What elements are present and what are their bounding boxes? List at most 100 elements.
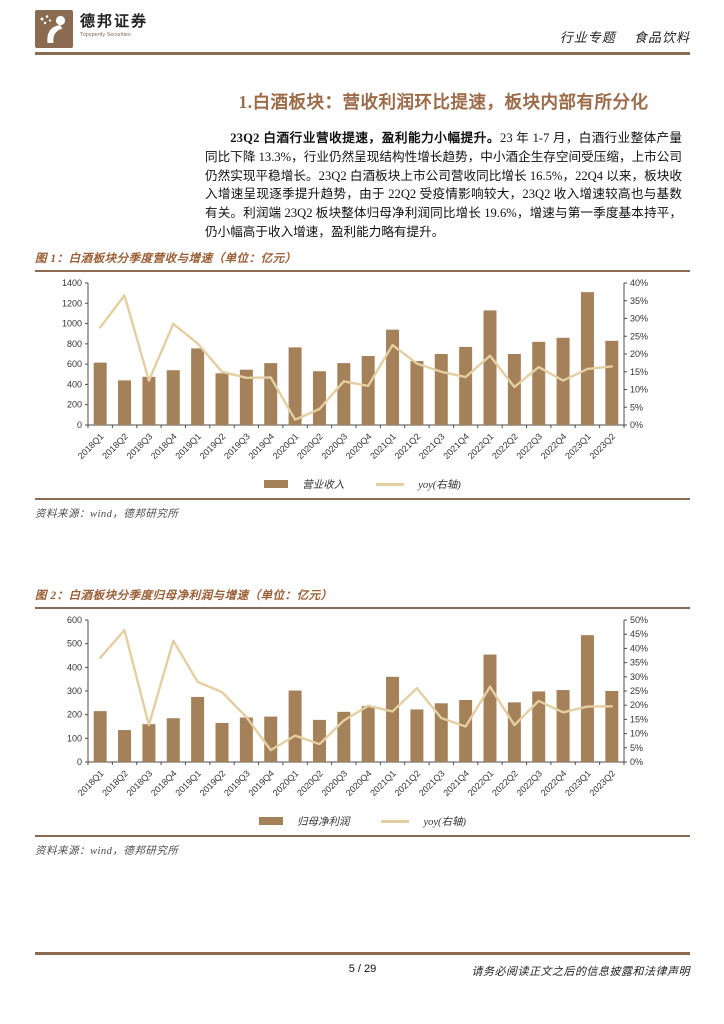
svg-text:2018Q4: 2018Q4 bbox=[149, 431, 179, 461]
svg-text:2018Q1: 2018Q1 bbox=[76, 431, 106, 461]
svg-text:300: 300 bbox=[67, 686, 82, 696]
svg-text:2019Q3: 2019Q3 bbox=[222, 431, 252, 461]
svg-text:2020Q3: 2020Q3 bbox=[320, 768, 350, 798]
legend-bar-swatch bbox=[258, 817, 283, 826]
svg-text:2021Q4: 2021Q4 bbox=[441, 768, 471, 798]
footer-disclaimer: 请务必阅读正文之后的信息披露和法律声明 bbox=[471, 966, 690, 978]
legend-bar-label: 归母净利润 bbox=[296, 816, 350, 828]
svg-text:35%: 35% bbox=[630, 657, 648, 667]
svg-text:45%: 45% bbox=[630, 629, 648, 639]
legend-line-swatch bbox=[381, 820, 410, 823]
svg-text:2018Q3: 2018Q3 bbox=[125, 431, 155, 461]
svg-text:600: 600 bbox=[67, 359, 82, 369]
page-header: 德邦证券 Topsperity Securities 行业专题 食品饮料 bbox=[35, 0, 690, 55]
legend-bar-swatch bbox=[264, 480, 289, 489]
svg-text:2021Q2: 2021Q2 bbox=[393, 431, 423, 461]
figure1-caption-rule bbox=[35, 269, 690, 272]
page-footer: 5 / 29 请务必阅读正文之后的信息披露和法律声明 bbox=[35, 952, 690, 978]
svg-text:2021Q3: 2021Q3 bbox=[417, 768, 447, 798]
svg-text:200: 200 bbox=[67, 399, 82, 409]
svg-text:1400: 1400 bbox=[62, 278, 82, 288]
svg-text:600: 600 bbox=[67, 615, 82, 625]
body-paragraph: 23Q2 白酒行业营收提速，盈利能力小幅提升。23 年 1-7 月，白酒行业整体… bbox=[205, 129, 682, 242]
svg-text:2020Q4: 2020Q4 bbox=[344, 431, 374, 461]
svg-text:2023Q1: 2023Q1 bbox=[563, 431, 593, 461]
profit-chart: 0 100 200 300 400 500 600 0% 5% 10% 15% 20% 25% 30% 35… bbox=[35, 612, 690, 814]
svg-text:2023Q1: 2023Q1 bbox=[563, 768, 593, 798]
svg-text:2018Q4: 2018Q4 bbox=[149, 768, 179, 798]
svg-text:2019Q3: 2019Q3 bbox=[222, 768, 252, 798]
figure1-legend: 营业收入 yoy(右轴) bbox=[35, 477, 690, 492]
legend-line-swatch bbox=[376, 483, 405, 486]
leopard-logo-icon bbox=[35, 10, 73, 48]
svg-text:2022Q1: 2022Q1 bbox=[466, 431, 496, 461]
svg-text:2020Q2: 2020Q2 bbox=[295, 768, 325, 798]
svg-text:2019Q2: 2019Q2 bbox=[198, 431, 228, 461]
svg-text:5%: 5% bbox=[630, 402, 643, 412]
svg-text:1200: 1200 bbox=[62, 298, 82, 308]
header-meta: 行业专题 食品饮料 bbox=[546, 27, 690, 48]
svg-text:2022Q2: 2022Q2 bbox=[490, 431, 520, 461]
svg-text:40%: 40% bbox=[630, 643, 648, 653]
revenue-chart: 0 200 400 600 800 1000 1200 1400 0% 5% 10% 15% 20% 25… bbox=[35, 275, 690, 477]
svg-text:2018Q2: 2018Q2 bbox=[100, 431, 130, 461]
svg-text:50%: 50% bbox=[630, 615, 648, 625]
svg-text:30%: 30% bbox=[630, 313, 648, 323]
svg-text:35%: 35% bbox=[630, 296, 648, 306]
svg-text:15%: 15% bbox=[630, 367, 648, 377]
svg-text:2021Q1: 2021Q1 bbox=[368, 431, 398, 461]
svg-text:2019Q4: 2019Q4 bbox=[246, 768, 276, 798]
brand: 德邦证券 Topsperity Securities bbox=[35, 10, 148, 48]
doc-type-label: 行业专题 bbox=[559, 30, 616, 45]
figure1-source: 资料来源：wind，德邦研究所 bbox=[35, 508, 179, 520]
figure1-source-rule bbox=[35, 497, 690, 500]
paragraph-body: 23 年 1-7 月，白酒行业整体产量同比下降 13.3%，行业仍然呈现结构性增… bbox=[205, 131, 683, 239]
svg-text:400: 400 bbox=[67, 379, 82, 389]
svg-text:2020Q3: 2020Q3 bbox=[320, 431, 350, 461]
legend-line-label: yoy(右轴) bbox=[423, 816, 467, 828]
svg-text:200: 200 bbox=[67, 709, 82, 719]
legend-bar-label: 营业收入 bbox=[302, 479, 345, 491]
svg-text:20%: 20% bbox=[630, 349, 648, 359]
legend-line-label: yoy(右轴) bbox=[418, 479, 461, 491]
svg-text:2022Q3: 2022Q3 bbox=[514, 431, 544, 461]
svg-text:2020Q2: 2020Q2 bbox=[295, 431, 325, 461]
svg-text:2019Q4: 2019Q4 bbox=[246, 431, 276, 461]
svg-text:2020Q1: 2020Q1 bbox=[271, 768, 301, 798]
doc-topic-label: 食品饮料 bbox=[633, 30, 690, 45]
svg-text:2022Q3: 2022Q3 bbox=[514, 768, 544, 798]
figure-revenue: 图 1：白酒板块分季度营收与增速（单位：亿元） 0 200 400 600 800 100… bbox=[35, 250, 690, 521]
svg-text:40%: 40% bbox=[630, 278, 648, 288]
svg-text:15%: 15% bbox=[630, 714, 648, 724]
figure1-caption: 图 1：白酒板块分季度营收与增速（单位：亿元） bbox=[35, 252, 297, 265]
figure2-source-rule bbox=[35, 834, 690, 837]
svg-text:500: 500 bbox=[67, 638, 82, 648]
svg-text:2022Q1: 2022Q1 bbox=[466, 768, 496, 798]
svg-text:2022Q2: 2022Q2 bbox=[490, 768, 520, 798]
svg-text:30%: 30% bbox=[630, 672, 648, 682]
brand-name: 德邦证券 bbox=[80, 13, 149, 30]
svg-text:2021Q1: 2021Q1 bbox=[368, 768, 398, 798]
svg-text:0%: 0% bbox=[630, 420, 643, 430]
header-rule bbox=[35, 52, 690, 55]
svg-text:2018Q3: 2018Q3 bbox=[125, 768, 155, 798]
figure2-source: 资料来源：wind，德邦研究所 bbox=[35, 845, 179, 857]
brand-subtitle: Topsperity Securities bbox=[80, 32, 131, 38]
svg-text:2018Q1: 2018Q1 bbox=[76, 768, 106, 798]
svg-text:2021Q4: 2021Q4 bbox=[441, 431, 471, 461]
figure2-caption: 图 2：白酒板块分季度归母净利润与增速（单位：亿元） bbox=[35, 589, 333, 602]
svg-text:0%: 0% bbox=[630, 757, 643, 767]
svg-text:10%: 10% bbox=[630, 728, 648, 738]
figure2-legend: 归母净利润 yoy(右轴) bbox=[35, 814, 690, 829]
svg-text:20%: 20% bbox=[630, 700, 648, 710]
svg-text:2019Q1: 2019Q1 bbox=[173, 431, 203, 461]
svg-text:2022Q4: 2022Q4 bbox=[539, 431, 569, 461]
svg-text:2018Q2: 2018Q2 bbox=[100, 768, 130, 798]
svg-text:2023Q2: 2023Q2 bbox=[588, 768, 618, 798]
svg-text:10%: 10% bbox=[630, 384, 648, 394]
figure-profit: 图 2：白酒板块分季度归母净利润与增速（单位：亿元） 0 100 200 300 400… bbox=[35, 587, 690, 858]
section-title: 1.白酒板块：营收利润环比提速，板块内部有所分化 bbox=[238, 92, 649, 112]
svg-text:100: 100 bbox=[67, 733, 82, 743]
svg-text:2021Q3: 2021Q3 bbox=[417, 431, 447, 461]
